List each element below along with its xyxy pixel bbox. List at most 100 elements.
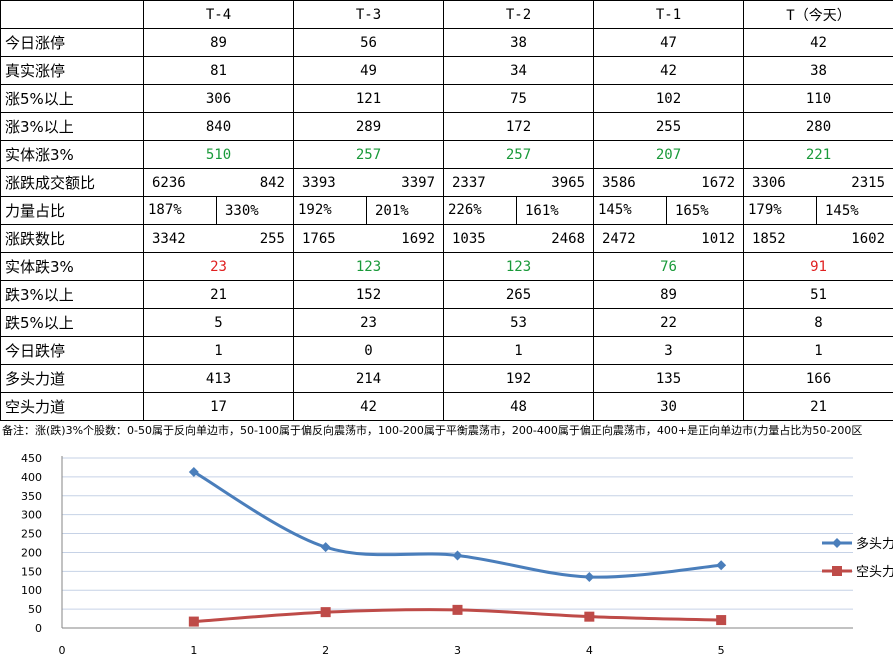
x-tick-label: 4 xyxy=(586,644,593,657)
table-cell-pair: 3342 255 xyxy=(143,224,294,253)
table-cell: 91 xyxy=(743,252,893,281)
table-cell: 21 xyxy=(143,280,294,309)
table-row: 今日跌停 1 0 1 3 1 xyxy=(0,336,893,365)
cell-right-value: 2315 xyxy=(851,174,885,191)
table-cell: 42 xyxy=(593,56,744,85)
series-line-0 xyxy=(193,470,722,579)
cell-right-value: 145% xyxy=(825,202,859,219)
header-col-3: T-2 xyxy=(443,0,594,29)
legend-label: 多头力道 xyxy=(856,536,893,552)
table-cell: 22 xyxy=(593,308,744,337)
table-cell-pair: 3393 3397 xyxy=(293,168,444,197)
table-row: 跌3%以上 21 152 265 89 51 xyxy=(0,280,893,309)
table-cell: 510 xyxy=(143,140,294,169)
table-row: 涨5%以上 306 121 75 102 110 xyxy=(0,84,893,113)
row-label: 涨跌成交额比 xyxy=(0,168,144,197)
table-cell: 207 xyxy=(593,140,744,169)
y-tick-label: 400 xyxy=(21,471,42,484)
cell-left-value: 179% xyxy=(745,197,817,224)
table-cell: 172 xyxy=(443,112,594,141)
table-cell: 48 xyxy=(443,392,594,421)
cell-left-value: 3306 xyxy=(752,174,786,191)
table-cell: 17 xyxy=(143,392,294,421)
y-tick-label: 300 xyxy=(21,509,42,522)
table-cell: 840 xyxy=(143,112,294,141)
cell-right-value: 330% xyxy=(225,202,259,219)
table-cell-pair: 192% 201% xyxy=(293,196,444,225)
row-label: 跌5%以上 xyxy=(0,308,144,337)
table-row: 实体涨3% 510 257 257 207 221 xyxy=(0,140,893,169)
cell-left-value: 1852 xyxy=(752,230,786,247)
header-col-5: T（今天） xyxy=(743,0,893,29)
table-cell: 30 xyxy=(593,392,744,421)
table-cell: 289 xyxy=(293,112,444,141)
cell-left-value: 2472 xyxy=(602,230,636,247)
cell-left-value: 3342 xyxy=(152,230,186,247)
table-cell-pair: 179% 145% xyxy=(743,196,893,225)
data-point xyxy=(188,466,199,477)
header-row: T-4 T-3 T-2 T-1 T（今天） xyxy=(0,0,893,29)
cell-left-value: 226% xyxy=(445,197,517,224)
data-point xyxy=(452,550,463,561)
cell-right-value: 1692 xyxy=(401,230,435,247)
row-label: 多头力道 xyxy=(0,364,144,393)
table-cell: 1 xyxy=(443,336,594,365)
cell-right-value: 3965 xyxy=(551,174,585,191)
cell-left-value: 6236 xyxy=(152,174,186,191)
note-text: 备注：涨(跌)3%个股数：0-50属于反向单边市，50-100属于偏反向震荡市，… xyxy=(2,424,863,437)
cell-right-value: 842 xyxy=(259,174,285,191)
data-table: T-4 T-3 T-2 T-1 T（今天） 今日涨停 89 56 38 47 42 真实涨停 81 49… xyxy=(0,0,893,421)
data-point xyxy=(716,560,727,571)
cell-right-value: 1012 xyxy=(701,230,735,247)
table-cell: 1 xyxy=(743,336,893,365)
table-row: 跌5%以上 5 23 53 22 8 xyxy=(0,308,893,337)
row-label: 实体跌3% xyxy=(0,252,144,281)
table-cell: 123 xyxy=(293,252,444,281)
data-point xyxy=(584,611,595,622)
cell-left-value: 2337 xyxy=(452,174,486,191)
table-cell: 265 xyxy=(443,280,594,309)
table-cell: 23 xyxy=(293,308,444,337)
table-cell: 8 xyxy=(743,308,893,337)
table-row: 今日涨停 89 56 38 47 42 xyxy=(0,28,893,57)
y-tick-label: 150 xyxy=(21,565,42,578)
cell-left-value: 192% xyxy=(295,197,367,224)
table-cell: 257 xyxy=(443,140,594,169)
header-col-1: T-4 xyxy=(143,0,294,29)
table-cell: 89 xyxy=(143,28,294,57)
table-cell: 56 xyxy=(293,28,444,57)
table-cell: 121 xyxy=(293,84,444,113)
data-point xyxy=(320,542,331,553)
legend-marker xyxy=(832,566,842,576)
table-cell: 214 xyxy=(293,364,444,393)
cell-left-value: 3586 xyxy=(602,174,636,191)
table-cell-pair: 145% 165% xyxy=(593,196,744,225)
x-tick-label: 1 xyxy=(190,644,197,657)
cell-left-value: 1765 xyxy=(302,230,336,247)
table-cell: 42 xyxy=(293,392,444,421)
table-cell-pair: 6236 842 xyxy=(143,168,294,197)
data-point xyxy=(716,615,727,626)
cell-right-value: 201% xyxy=(375,202,409,219)
row-label: 今日涨停 xyxy=(0,28,144,57)
row-label: 跌3%以上 xyxy=(0,280,144,309)
table-cell-pair: 226% 161% xyxy=(443,196,594,225)
table-cell: 76 xyxy=(593,252,744,281)
cell-right-value: 255 xyxy=(259,230,285,247)
table-cell: 110 xyxy=(743,84,893,113)
table-cell: 123 xyxy=(443,252,594,281)
header-corner xyxy=(0,0,144,29)
table-cell: 47 xyxy=(593,28,744,57)
cell-left-value: 1035 xyxy=(452,230,486,247)
row-label: 空头力道 xyxy=(0,392,144,421)
table-cell: 49 xyxy=(293,56,444,85)
x-tick-label: 3 xyxy=(454,644,461,657)
header-col-4: T-1 xyxy=(593,0,744,29)
y-tick-label: 0 xyxy=(35,622,42,635)
cell-right-value: 161% xyxy=(525,202,559,219)
table-row: 力量占比 187% 330% 192% 201% 226% 161% 145% 165% 179%… xyxy=(0,196,893,225)
legend-marker xyxy=(832,538,842,548)
row-label: 涨跌数比 xyxy=(0,224,144,253)
table-cell: 166 xyxy=(743,364,893,393)
cell-left-value: 187% xyxy=(145,197,217,224)
